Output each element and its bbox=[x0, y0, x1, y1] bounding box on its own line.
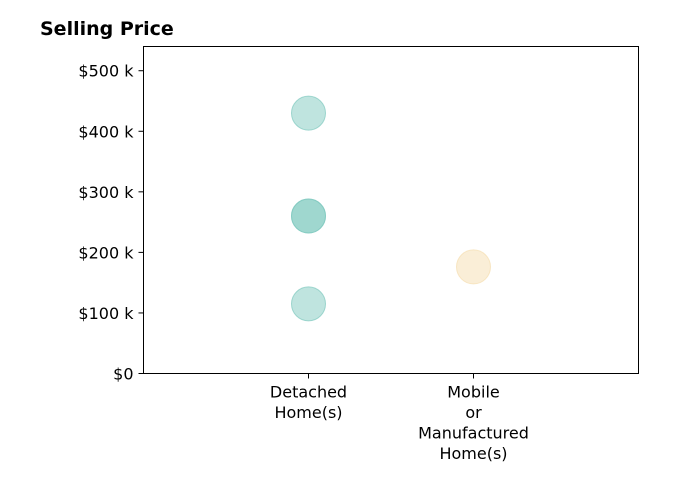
y-tick-label: $0 bbox=[113, 365, 133, 384]
x-tick-label: Mobile or Manufactured Home(s) bbox=[418, 383, 529, 464]
y-axis: $0 $100 k $200 k $300 k $400 k $500 k bbox=[78, 62, 144, 384]
data-point bbox=[291, 198, 326, 234]
y-tick-label: $200 k bbox=[78, 243, 134, 262]
x-axis: Detached Home(s)Mobile or Manufactured Home(… bbox=[270, 373, 529, 464]
x-tick-label-line: Manufactured bbox=[418, 424, 529, 443]
plot-area-frame bbox=[143, 46, 639, 374]
x-tick-label: Detached Home(s) bbox=[270, 383, 347, 423]
x-tick-label-line: or bbox=[465, 403, 482, 422]
chart-title: Selling Price bbox=[40, 18, 174, 40]
x-tick-label-line: Home(s) bbox=[274, 403, 342, 422]
data-point bbox=[456, 249, 491, 285]
x-tick-label-line: Mobile bbox=[447, 383, 499, 402]
data-point bbox=[291, 95, 326, 131]
y-tick-label: $300 k bbox=[78, 183, 134, 202]
points-layer bbox=[291, 95, 491, 322]
data-point bbox=[291, 286, 326, 322]
y-tick-label: $100 k bbox=[78, 304, 134, 323]
y-tick-label: $400 k bbox=[78, 122, 134, 141]
x-tick-label-line: Detached bbox=[270, 383, 347, 402]
x-tick-label-line: Home(s) bbox=[439, 444, 507, 463]
y-tick-label: $500 k bbox=[78, 62, 134, 81]
